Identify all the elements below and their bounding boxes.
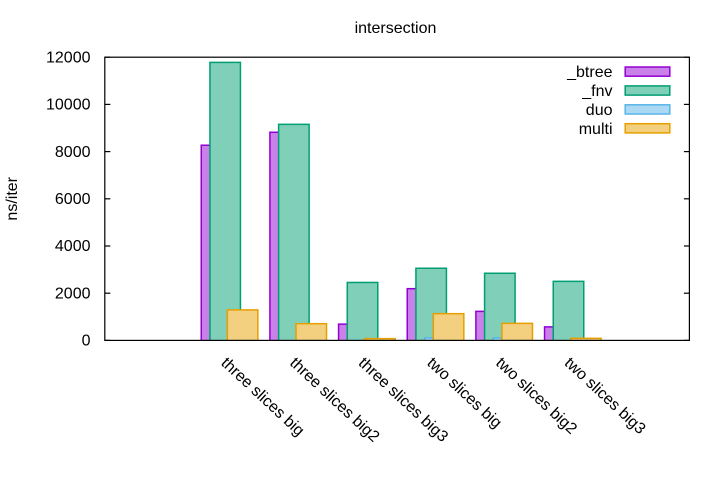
svg-text:12000: 12000 xyxy=(46,49,91,66)
svg-text:multi: multi xyxy=(579,121,613,138)
svg-text:0: 0 xyxy=(82,333,91,350)
svg-text:6000: 6000 xyxy=(55,191,91,208)
svg-text:2000: 2000 xyxy=(55,285,91,302)
svg-text:4000: 4000 xyxy=(55,238,91,255)
svg-text:8000: 8000 xyxy=(55,144,91,161)
svg-text:ns/iter: ns/iter xyxy=(4,176,21,220)
svg-text:_btree: _btree xyxy=(566,64,612,81)
svg-text:_fnv: _fnv xyxy=(581,83,612,100)
svg-text:10000: 10000 xyxy=(46,97,91,114)
svg-text:duo: duo xyxy=(586,102,613,119)
svg-text:intersection: intersection xyxy=(355,20,437,37)
